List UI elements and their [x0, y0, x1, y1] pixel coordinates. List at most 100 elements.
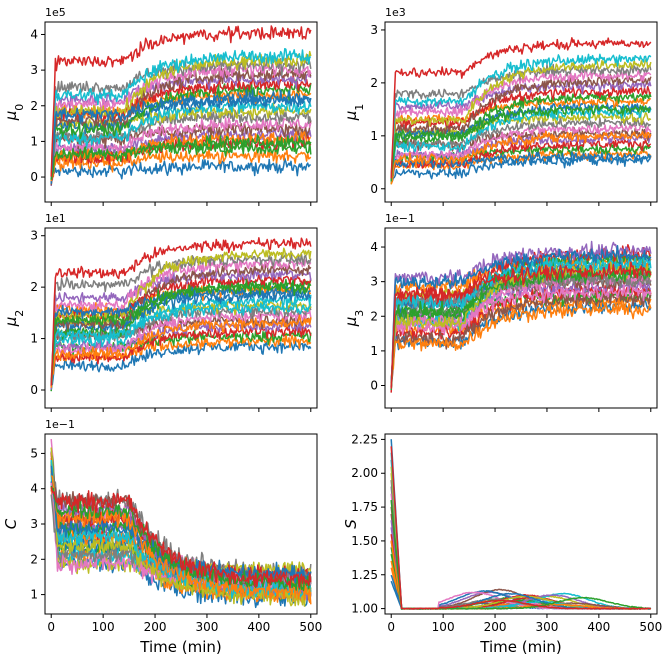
series-line-20 — [50, 47, 312, 181]
panel-mu2: 0 1 2 3 1e1 μ2 — [2, 212, 318, 412]
series-line-19 — [50, 447, 312, 607]
series-line-21 — [50, 285, 311, 387]
axes-frame — [384, 433, 658, 615]
series-line-18 — [390, 63, 652, 178]
y-tick-label: 3 — [30, 63, 38, 77]
panel-mu3: 0 1 2 3 4 1e−1 μ3 — [342, 212, 658, 412]
series-group — [390, 439, 652, 610]
x-tick-label: 300 — [196, 620, 219, 634]
series-line-16 — [50, 67, 312, 180]
axis-multiplier: 1e−1 — [385, 212, 415, 225]
y-tick-label: 1 — [370, 344, 378, 358]
x-axis-label: Time (min) — [139, 638, 221, 656]
panel-S: 1.00 1.25 1.50 1.75 2.00 2.25 0 100 200 300 400 500… — [342, 432, 662, 656]
series-line-23 — [390, 500, 651, 610]
series-line-17 — [50, 258, 312, 386]
axis-multiplier: 1e−1 — [45, 418, 75, 431]
series-line-8 — [390, 116, 652, 179]
y-tick-label: 4 — [30, 27, 38, 41]
series-group — [390, 240, 652, 393]
series-line-7 — [390, 123, 652, 181]
y-tick-label: 0 — [370, 182, 378, 196]
y-tick-label: 1.50 — [351, 534, 378, 548]
series-line-1 — [50, 340, 312, 386]
y-tick-label: 1.00 — [351, 602, 378, 616]
axes-frame — [384, 21, 658, 203]
y-tick-label: 4 — [30, 482, 38, 496]
y-tick-label: 2 — [30, 280, 38, 294]
series-line-20 — [50, 302, 312, 383]
series-line-22 — [390, 300, 652, 386]
series-line-11 — [390, 439, 651, 610]
series-line-24 — [390, 446, 652, 610]
y-tick-label: 0 — [30, 383, 38, 397]
series-line-24 — [390, 261, 652, 389]
series-line-5 — [50, 126, 312, 186]
y-tick-label: 3 — [30, 229, 38, 243]
series-group — [390, 37, 652, 185]
series-line-2 — [50, 147, 312, 180]
y-tick-label: 3 — [370, 23, 378, 37]
y-tick-label: 1 — [370, 129, 378, 143]
x-tick-label: 100 — [92, 620, 115, 634]
series-line-13 — [390, 91, 652, 179]
panel-C: 1 2 3 4 5 0 100 200 300 400 500 1e−1 C Time (min) — [2, 418, 322, 656]
y-axis-label: C — [2, 518, 20, 529]
series-line-21 — [390, 151, 652, 182]
series-line-24 — [390, 37, 652, 179]
series-line-24 — [50, 25, 312, 177]
y-tick-label: 1.75 — [351, 500, 378, 514]
series-line-19 — [390, 466, 651, 610]
y-tick-label: 2 — [30, 99, 38, 113]
y-axis-label: μ2 — [2, 310, 26, 328]
y-axis-label: μ1 — [342, 104, 366, 122]
series-line-17 — [390, 493, 651, 610]
series-group — [50, 237, 312, 392]
axis-multiplier: 1e3 — [385, 6, 406, 19]
y-tick-label: 1 — [30, 332, 38, 346]
series-line-19 — [390, 58, 652, 185]
series-line-20 — [390, 53, 652, 180]
series-line-22 — [50, 475, 312, 605]
panel-mu0: 0 1 2 3 4 1e5 μ0 — [2, 6, 318, 206]
panel-mu1: 0 1 2 3 1e3 μ1 — [342, 6, 658, 206]
axes-frame — [44, 227, 318, 409]
series-line-9 — [390, 473, 651, 610]
y-tick-label: 2.00 — [351, 466, 378, 480]
y-tick-label: 4 — [370, 240, 378, 254]
x-tick-label: 100 — [432, 620, 455, 634]
series-line-20 — [390, 254, 652, 383]
y-tick-label: 2 — [370, 309, 378, 323]
series-line-21 — [50, 89, 312, 184]
series-line-13 — [50, 79, 312, 184]
series-line-1 — [50, 157, 311, 181]
series-line-10 — [390, 103, 652, 181]
series-line-14 — [50, 74, 312, 184]
y-tick-label: 1 — [30, 588, 38, 602]
x-tick-label: 200 — [144, 620, 167, 634]
series-group — [50, 25, 312, 186]
y-tick-label: 3 — [370, 275, 378, 289]
x-tick-label: 500 — [299, 620, 322, 634]
x-tick-label: 300 — [536, 620, 559, 634]
axes-frame — [384, 227, 658, 409]
y-tick-label: 3 — [30, 517, 38, 531]
y-tick-label: 2.25 — [351, 432, 378, 446]
y-tick-label: 5 — [30, 446, 38, 460]
y-axis-label: μ0 — [2, 104, 26, 122]
x-tick-label: 0 — [47, 620, 55, 634]
series-line-17 — [390, 69, 652, 176]
series-line-14 — [390, 534, 652, 610]
y-tick-label: 1 — [30, 134, 38, 148]
y-tick-label: 2 — [370, 76, 378, 90]
axis-multiplier: 1e1 — [45, 212, 66, 225]
series-line-10 — [390, 459, 651, 610]
series-line-10 — [50, 99, 312, 182]
y-tick-label: 0 — [30, 170, 38, 184]
x-tick-label: 0 — [387, 620, 395, 634]
series-group — [50, 439, 312, 609]
series-line-8 — [390, 486, 651, 610]
series-line-17 — [390, 283, 652, 387]
series-line-14 — [390, 84, 652, 180]
